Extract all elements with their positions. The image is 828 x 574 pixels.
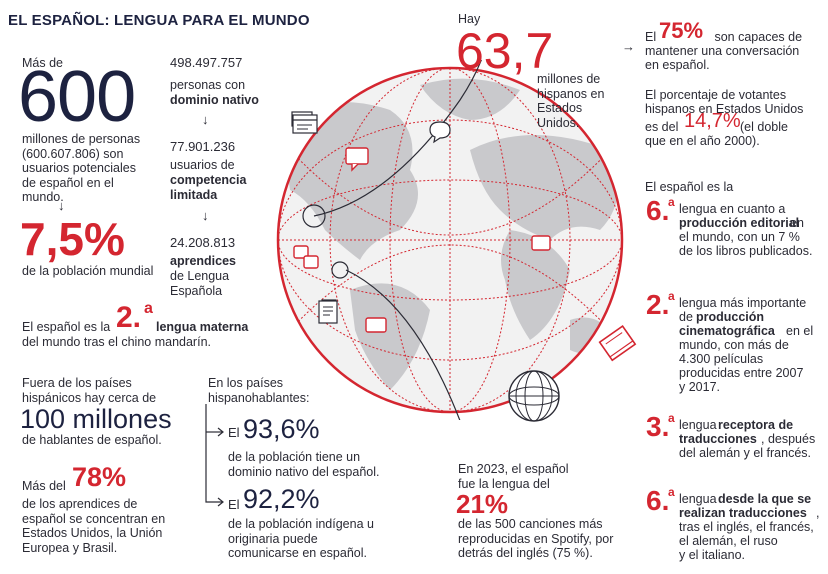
rank1-number: 6. (646, 195, 670, 226)
materna-bold: lengua materna (156, 320, 249, 334)
materna-sup: a (144, 300, 153, 317)
rank4-bold1: desde la que se (718, 492, 812, 506)
votantes-line2: hispanos en Estados Unidos (645, 102, 804, 116)
fuera-text: Fuera de los países hispánicos hay cerca… (22, 376, 157, 405)
materna-pre: El español es la (22, 320, 111, 334)
book-icon (598, 325, 637, 362)
rank4-bold2: realizan traducciones (679, 506, 807, 520)
rank1-line1: lengua en cuanto a (679, 202, 786, 216)
rank3-bold1: receptora de (718, 418, 794, 432)
p75-text2: mantener una conversación (645, 44, 800, 58)
rank4-line3: tras el inglés, el francés, (679, 520, 814, 534)
el-75-label: El (645, 30, 657, 44)
native-line1: personas con (170, 78, 246, 92)
learners-number: 24.208.813 (170, 235, 236, 250)
rank4-sup: a (668, 485, 675, 499)
rank2-line2: de (679, 310, 693, 324)
materna-number: 2. (116, 301, 142, 334)
rank4-line4: el alemán, el ruso (679, 534, 778, 548)
p75-text3: en español. (645, 58, 710, 72)
rank3-number: 3. (646, 411, 670, 442)
rank3-bold2: traducciones (679, 432, 757, 446)
rank4-line1: lengua (679, 492, 717, 506)
percent-7-5: 7,5% (20, 213, 125, 265)
rank4-line5: y el italiano. (679, 548, 746, 562)
es-la-label: El español es la (645, 180, 734, 194)
rank2-line4: mundo, con más de (679, 338, 789, 352)
bracket-arrows (205, 404, 224, 507)
limited-bold1: competencia (170, 173, 247, 187)
rank3-line1: lengua (679, 418, 717, 432)
document-icon (318, 300, 338, 324)
big-600: 600 (18, 57, 136, 137)
learners-line1: de Lengua (170, 269, 230, 283)
rank2-sup: a (668, 289, 675, 303)
millones-text: millones de personas (600.607.806) son u… (22, 132, 141, 204)
rank3-sup: a (668, 411, 675, 425)
hispanos-number: 63,7 (456, 23, 554, 79)
poblacion-mundial-text: de la población mundial (22, 264, 154, 278)
rank3-line2: , después (761, 432, 816, 446)
p78-text: de los aprendices de español se concentr… (22, 497, 166, 555)
rank2-number: 2. (646, 289, 670, 320)
percent-21: 21% (456, 489, 509, 519)
hay-label: Hay (458, 12, 481, 26)
wire-globe-icon (508, 370, 560, 422)
native-bold: dominio nativo (170, 93, 259, 107)
el-label-1: El (228, 425, 240, 440)
spotify-pre: En 2023, el español fue la lengua del (458, 462, 569, 491)
rank1-line2: en (790, 216, 804, 230)
percent-92-2: 92,2% (243, 484, 320, 514)
percent-75: 75% (659, 18, 704, 43)
rank2-line6: producidas entre 2007 (679, 366, 804, 380)
votantes-line1: El porcentaje de votantes (645, 88, 787, 102)
el-label-2: El (228, 497, 240, 512)
cien-millones: 100 millones (20, 404, 172, 434)
spotify-text: de las 500 canciones más reproducidas en… (458, 517, 614, 560)
browser-window-icon (292, 114, 318, 134)
rank1-line4: de los libros publicados. (679, 244, 813, 258)
limited-line1: usuarios de (170, 158, 235, 172)
rank2-line1: lengua más importante (679, 296, 807, 310)
rank2-line7: y 2017. (679, 380, 721, 394)
p936-text: de la población tiene un dominio nativo … (228, 450, 380, 479)
rank1-line3: el mundo, con un 7 % (679, 230, 800, 244)
p75-text1: son capaces de (711, 30, 803, 44)
hablantes-text: de hablantes de español. (22, 433, 162, 447)
globe-illustration (276, 60, 624, 420)
learners-line2: Española (170, 284, 223, 298)
rank2-line3: en el (786, 324, 814, 338)
arrow-down-icon: ↓ (202, 112, 209, 127)
mas-del-label: Más del (22, 479, 66, 493)
percent-78: 78% (72, 462, 127, 492)
page-title: EL ESPAÑOL: LENGUA PARA EL MUNDO (8, 12, 310, 29)
arrow-down-icon: ↓ (202, 208, 209, 223)
hispanos-text: millones de hispanos en Estados Unidos. (537, 72, 605, 130)
rank4-line2: , (816, 506, 820, 520)
arrow-down-icon: ↓ (58, 198, 65, 213)
limited-number: 77.901.236 (170, 139, 236, 154)
learners-bold: aprendices (170, 254, 237, 268)
votantes-line3: es del (645, 120, 679, 134)
limited-bold2: limitada (170, 188, 218, 202)
rank4-number: 6. (646, 485, 670, 516)
rank3-line3: del alemán y el francés. (679, 446, 812, 460)
rank2-bold1: producción (696, 310, 765, 324)
materna-post: del mundo tras el chino mandarín. (22, 335, 211, 349)
rank1-sup: a (668, 195, 675, 209)
percent-93-6: 93,6% (243, 414, 320, 444)
rank1-bold: producción editorial (679, 216, 800, 230)
rank2-bold2: cinematográfica (679, 324, 775, 338)
rank2-line5: 4.300 películas (679, 352, 764, 366)
native-number: 498.497.757 (170, 55, 243, 70)
votantes-line5: que en el año 2000). (645, 134, 760, 148)
arrow-right-icon: → (622, 39, 635, 54)
votantes-line4: (el doble (740, 120, 788, 134)
mas-de-label: Más de (22, 56, 63, 70)
en-paises-text: En los países hispanohablantes: (208, 376, 310, 405)
p922-text: de la población indígena u originaria pu… (228, 517, 374, 560)
percent-14-7: 14,7% (684, 110, 741, 132)
